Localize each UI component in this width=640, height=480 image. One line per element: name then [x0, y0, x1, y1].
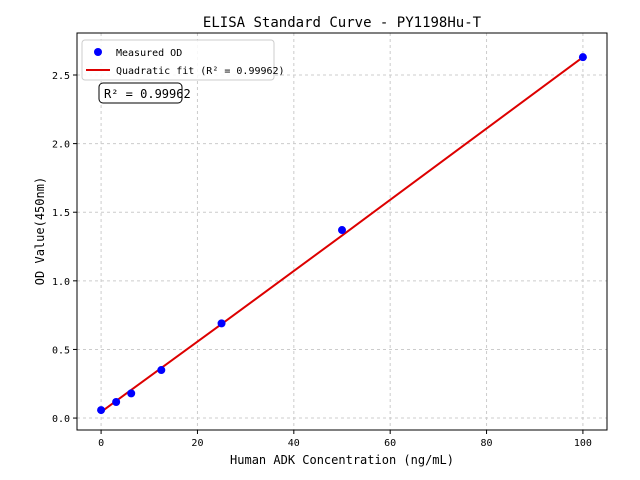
y-tick-label: 2.5 — [52, 71, 70, 82]
r2-annotation: R² = 0.99962 — [104, 87, 191, 101]
r2-annotation-box — [98, 82, 183, 104]
data-point — [157, 366, 166, 375]
fit-line — [100, 56, 584, 413]
ticks: 0 20 40 60 80 100 0.0 0.5 1.0 1.5 2.0 2.5 — [52, 71, 592, 449]
data-point — [217, 319, 226, 328]
x-tick-label: 60 — [384, 438, 396, 449]
data-point — [578, 53, 587, 62]
legend-label-measured: Measured OD — [116, 48, 182, 59]
data-point — [112, 398, 121, 407]
x-tick-label: 20 — [191, 438, 203, 449]
grid — [77, 33, 607, 430]
legend-marker-measured — [94, 48, 102, 56]
x-axis-label: Human ADK Concentration (ng/mL) — [230, 453, 454, 467]
x-tick-label: 100 — [574, 438, 592, 449]
data-point — [97, 406, 106, 415]
y-tick-label: 2.0 — [52, 140, 70, 151]
y-tick-label: 1.0 — [52, 277, 70, 288]
y-tick-label: 0.5 — [52, 345, 70, 356]
x-tick-label: 80 — [481, 438, 493, 449]
x-tick-label: 0 — [98, 438, 104, 449]
x-tick-label: 40 — [288, 438, 300, 449]
legend-label-fit: Quadratic fit (R² = 0.99962) — [116, 66, 285, 77]
chart-title: ELISA Standard Curve - PY1198Hu-T — [203, 15, 482, 31]
legend-box — [81, 39, 275, 81]
y-tick-label: 0.0 — [52, 414, 70, 425]
data-point — [127, 389, 136, 398]
plot-frame — [76, 32, 608, 431]
y-axis-label: OD Value(450nm) — [33, 177, 47, 285]
y-tick-label: 1.5 — [52, 208, 70, 219]
points-group — [97, 53, 587, 415]
data-point — [338, 226, 346, 235]
fit-line-group — [100, 56, 584, 413]
legend: Measured OD Quadratic fit (R² = 0.99962) — [81, 39, 285, 81]
